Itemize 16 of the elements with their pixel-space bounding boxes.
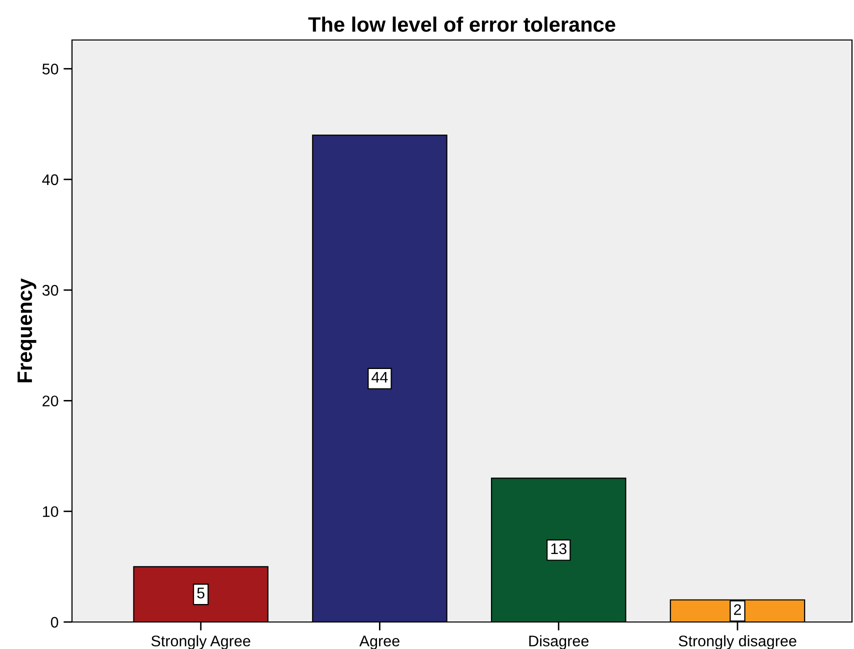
- y-tick-label: 20: [42, 396, 58, 406]
- data-label: 13: [551, 543, 566, 554]
- y-tick-label: 30: [42, 284, 58, 296]
- x-tick-label: Strongly disagree: [678, 635, 796, 649]
- chart-title: The low level of error tolerance: [308, 16, 616, 32]
- x-tick-label: Disagree: [529, 635, 588, 649]
- y-tick-label: 50: [42, 64, 58, 74]
- y-axis-title: Frequency: [18, 278, 36, 382]
- y-tick-label: 0: [50, 616, 58, 628]
- data-label: 5: [197, 588, 204, 598]
- x-tick-label: Strongly Agree: [151, 635, 250, 649]
- data-label: 2: [734, 604, 741, 615]
- x-tick-label: Agree: [359, 636, 400, 649]
- y-tick-label: 40: [42, 174, 58, 186]
- data-label: 44: [372, 372, 388, 383]
- y-tick-label: 10: [42, 506, 58, 518]
